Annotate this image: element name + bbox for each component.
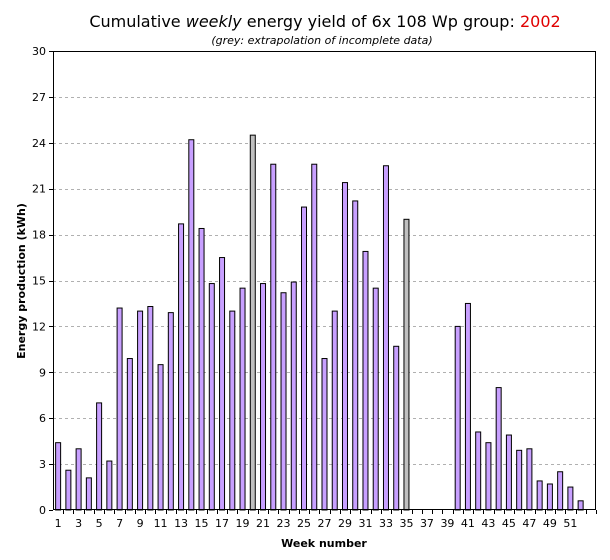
bar-week-45 (505, 434, 512, 511)
y-tick-label: 30 (32, 45, 46, 58)
y-tick-label: 27 (32, 91, 46, 104)
bar-week-30 (352, 200, 359, 511)
y-tick-label: 0 (39, 504, 46, 517)
x-tick-label: 43 (481, 517, 495, 530)
x-tick-label: 47 (522, 517, 536, 530)
y-tick-label: 24 (32, 137, 46, 150)
bar-week-29 (341, 182, 348, 511)
bar-week-28 (331, 310, 338, 511)
bar-week-15 (198, 227, 205, 511)
bar-week-9 (137, 310, 144, 511)
x-tick-label: 23 (277, 517, 291, 530)
bar-week-31 (362, 250, 369, 511)
y-tick-labels: 0 3 6 9 12 15 18 21 24 27 30 (32, 45, 53, 517)
bar-week-25 (301, 206, 308, 511)
bar-week-41 (464, 302, 471, 511)
x-tick-label: 11 (154, 517, 168, 530)
bar-week-18 (229, 310, 236, 511)
bar-week-6 (106, 460, 113, 511)
bar-week-32 (372, 287, 379, 511)
bar-week-19 (239, 287, 246, 511)
bar-week-35 (403, 218, 410, 511)
x-tick-label: 7 (116, 517, 123, 530)
bar-week-10 (147, 306, 154, 511)
bar-week-24 (290, 281, 297, 511)
bar-week-34 (393, 345, 400, 511)
bar-week-51 (567, 486, 574, 511)
x-tick-label: 3 (75, 517, 82, 530)
bar-week-46 (516, 449, 523, 511)
bar-week-27 (321, 358, 328, 511)
x-tick-label: 5 (96, 517, 103, 530)
y-tick-label: 18 (32, 229, 46, 242)
bar-week-14 (188, 139, 195, 511)
bar-week-48 (536, 480, 543, 511)
bar-week-8 (126, 358, 133, 511)
chart-subtitle: (grey: extrapolation of incomplete data) (211, 34, 432, 47)
bar-week-47 (526, 448, 533, 511)
plot-frame (53, 51, 596, 510)
y-tick-label: 9 (39, 366, 46, 379)
bar-week-22 (270, 163, 277, 511)
bar-week-3 (75, 448, 82, 511)
y-axis-title: Energy production (kWh) (15, 203, 28, 359)
bar-week-4 (85, 477, 92, 511)
bar-week-44 (495, 387, 502, 511)
gridlines (53, 97, 596, 465)
bar-week-16 (208, 283, 215, 511)
x-tick-label: 35 (399, 517, 413, 530)
y-tick-label: 12 (32, 320, 46, 333)
bar-week-13 (178, 223, 185, 511)
chart-title: Cumulative weekly energy yield of 6x 108… (89, 12, 560, 31)
bar-week-5 (96, 402, 103, 511)
bar-week-49 (546, 483, 553, 511)
x-tick-label: 13 (174, 517, 188, 530)
x-tick-label: 29 (338, 517, 352, 530)
x-tick-label: 31 (358, 517, 372, 530)
x-tick-label: 45 (502, 517, 516, 530)
y-tick-label: 21 (32, 183, 46, 196)
x-tick-label: 37 (420, 517, 434, 530)
bar-week-1 (55, 442, 62, 511)
x-tick-label: 49 (543, 517, 557, 530)
bar-week-21 (260, 283, 267, 511)
bar-week-42 (475, 431, 482, 511)
bar-week-7 (116, 307, 123, 511)
bars (55, 134, 584, 511)
x-axis-title: Week number (281, 537, 367, 550)
y-tick-label: 3 (39, 458, 46, 471)
x-tick-label: 17 (215, 517, 229, 530)
x-tick-label: 9 (137, 517, 144, 530)
x-tick-label: 1 (55, 517, 62, 530)
bar-week-12 (167, 312, 174, 511)
x-tick-label: 21 (256, 517, 270, 530)
bar-week-50 (557, 471, 564, 511)
x-tick-label: 25 (297, 517, 311, 530)
x-tick-label: 41 (461, 517, 475, 530)
axes (53, 51, 596, 510)
bar-week-26 (311, 163, 318, 511)
x-tick-label: 15 (195, 517, 209, 530)
bar-week-33 (382, 165, 389, 511)
x-tick-label: 33 (379, 517, 393, 530)
x-tick-label: 39 (440, 517, 454, 530)
y-tick-label: 6 (39, 412, 46, 425)
x-tick-label: 51 (563, 517, 577, 530)
x-tick-labels: 1 3 5 7 9 11 13 15 17 19 21 23 25 27 29 31 33 35 37 39 41 43 4… (55, 510, 597, 530)
bar-week-20 (249, 134, 256, 511)
x-tick-label: 19 (236, 517, 250, 530)
bar-week-23 (280, 292, 287, 511)
bar-week-52 (577, 500, 584, 511)
bar-week-2 (65, 469, 72, 511)
bar-week-17 (219, 257, 226, 511)
y-tick-label: 15 (32, 275, 46, 288)
x-tick-label: 27 (318, 517, 332, 530)
bar-week-43 (485, 442, 492, 511)
bar-week-40 (454, 325, 461, 511)
bar-week-11 (157, 364, 164, 511)
